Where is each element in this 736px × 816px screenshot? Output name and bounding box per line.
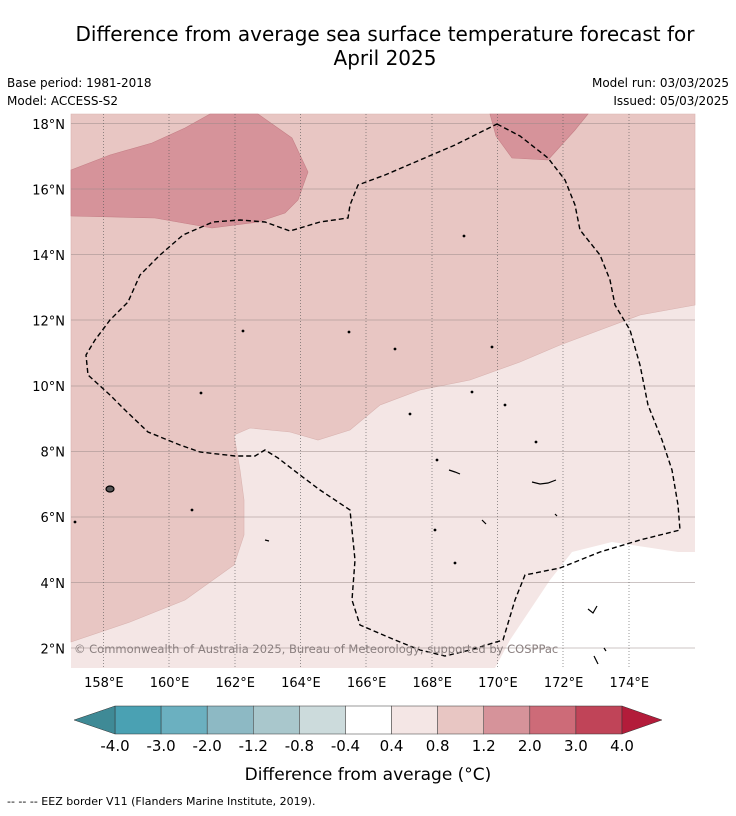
longitude-tick-label: 174°E (610, 676, 650, 691)
longitude-labels: 158°E 160°E 162°E 164°E 166°E 168°E 170°E 172°E… (84, 676, 649, 691)
longitude-tick-label: 160°E (150, 676, 190, 691)
longitude-tick-label: 172°E (544, 676, 584, 691)
meta-right: Model run: 03/03/2025 Issued: 05/03/2025 (592, 74, 729, 110)
colorbar-segment (529, 705, 577, 735)
longitude-tick-label: 166°E (347, 676, 387, 691)
colorbar-tick-label: 1.2 (472, 737, 496, 755)
latitude-tick-label: 18°N (32, 118, 65, 133)
colorbar-low-extension (73, 705, 116, 735)
eez-border (85, 123, 681, 657)
island-dot (462, 234, 466, 238)
latitude-tick-label: 14°N (32, 249, 65, 264)
anomaly-region-1.2-2.0-northwest (70, 113, 309, 229)
colorbar-segment (345, 705, 392, 735)
island-atoll (448, 469, 461, 475)
longitude-tick-label: 158°E (84, 676, 124, 691)
island-atoll (603, 647, 607, 652)
island-atoll (587, 605, 598, 614)
latitude-labels: 18°N 16°N 14°N 12°N 10°N 8°N 6°N 4°N 2°N (32, 118, 65, 657)
colorbar-segment (391, 705, 438, 735)
meta-left: Base period: 1981-2018 Model: ACCESS-S2 (7, 74, 152, 110)
issued-date: Issued: 05/03/2025 (613, 94, 729, 108)
colorbar-tick-label: -1.2 (239, 737, 268, 755)
longitude-tick-label: 170°E (478, 676, 518, 691)
longitude-tick-label: 168°E (412, 676, 452, 691)
colorbar-segment (483, 705, 531, 735)
colorbar-label: Difference from average (°C) (245, 765, 492, 785)
island-dot (190, 508, 194, 512)
latitude-tick-label: 8°N (41, 446, 66, 461)
island-dot (393, 347, 397, 351)
island-dot (347, 330, 351, 334)
island-dot (435, 458, 439, 462)
colorbar-tick-label: -3.0 (146, 737, 175, 755)
colorbar-segment (437, 705, 484, 735)
latitude-tick-label: 10°N (32, 380, 65, 395)
title-line-2: April 2025 (333, 46, 437, 70)
colorbar-tick-label: -4.0 (100, 737, 129, 755)
map-panel: © Commonwealth of Australia 2025, Bureau… (70, 113, 696, 668)
colorbar-segments (114, 705, 623, 735)
copyright-notice: © Commonwealth of Australia 2025, Bureau… (74, 642, 558, 656)
colorbar: -4.0 -3.0 -2.0 -1.2 -0.8 -0.4 0.4 0.8 1.2 2.0 3.0 4… (73, 705, 663, 785)
anomaly-region-1.2-2.0-north (489, 113, 589, 161)
title-line-1: Difference from average sea surface temp… (75, 22, 695, 46)
islands (73, 234, 607, 665)
colorbar-tick-label: -0.4 (331, 737, 360, 755)
island-dot (433, 528, 437, 532)
colorbar-segment (575, 705, 623, 735)
island-atoll (481, 519, 487, 525)
island-dot (199, 391, 203, 395)
colorbar-tick-label: 2.0 (518, 737, 542, 755)
colorbar-segment (160, 705, 208, 735)
colorbar-tick-label: 3.0 (564, 737, 588, 755)
colorbar-tick-label: -0.8 (285, 737, 314, 755)
colorbar-tick-labels: -4.0 -3.0 -2.0 -1.2 -0.8 -0.4 0.4 0.8 1.2 2.0 3.0 4… (100, 737, 634, 755)
colorbar-high-extension (621, 705, 663, 735)
model-name: Model: ACCESS-S2 (7, 94, 119, 108)
latitude-tick-label: 12°N (32, 315, 65, 330)
island-dot (241, 329, 245, 333)
island-dot (470, 390, 474, 394)
island-atoll (593, 655, 599, 665)
island-dot (490, 345, 494, 349)
island-atoll (531, 479, 557, 485)
island-atoll (554, 513, 558, 517)
colorbar-segment (114, 705, 162, 735)
anomaly-region-0.8-1.2 (70, 113, 696, 643)
colorbar-segment (206, 705, 254, 735)
island-dot (73, 520, 77, 524)
base-period: Base period: 1981-2018 (7, 76, 152, 90)
island-atoll (264, 539, 270, 542)
latitude-tick-label: 16°N (32, 183, 65, 198)
colorbar-tick-label: 0.4 (380, 737, 404, 755)
latitude-tick-label: 4°N (41, 577, 66, 592)
colorbar-segment (253, 705, 300, 735)
latitude-tick-label: 6°N (41, 511, 66, 526)
latitude-tick-label: 2°N (41, 642, 66, 657)
island-dot (408, 412, 412, 416)
colorbar-tick-label: 0.8 (426, 737, 450, 755)
colorbar-tick-label: 4.0 (610, 737, 634, 755)
eez-legend-note: -- -- -- EEZ border V11 (Flanders Marine… (7, 795, 316, 808)
island-kosrae (105, 485, 115, 493)
island-dot (503, 403, 507, 407)
chart-title: Difference from average sea surface temp… (40, 22, 730, 70)
longitude-tick-label: 164°E (281, 676, 321, 691)
anomaly-region-near-average (495, 542, 695, 668)
island-dot (453, 561, 457, 565)
gridlines (71, 114, 695, 668)
colorbar-segment (299, 705, 346, 735)
longitude-tick-label: 162°E (215, 676, 255, 691)
model-run: Model run: 03/03/2025 (591, 76, 729, 90)
island-dot (534, 440, 538, 444)
colorbar-tick-label: -2.0 (193, 737, 222, 755)
